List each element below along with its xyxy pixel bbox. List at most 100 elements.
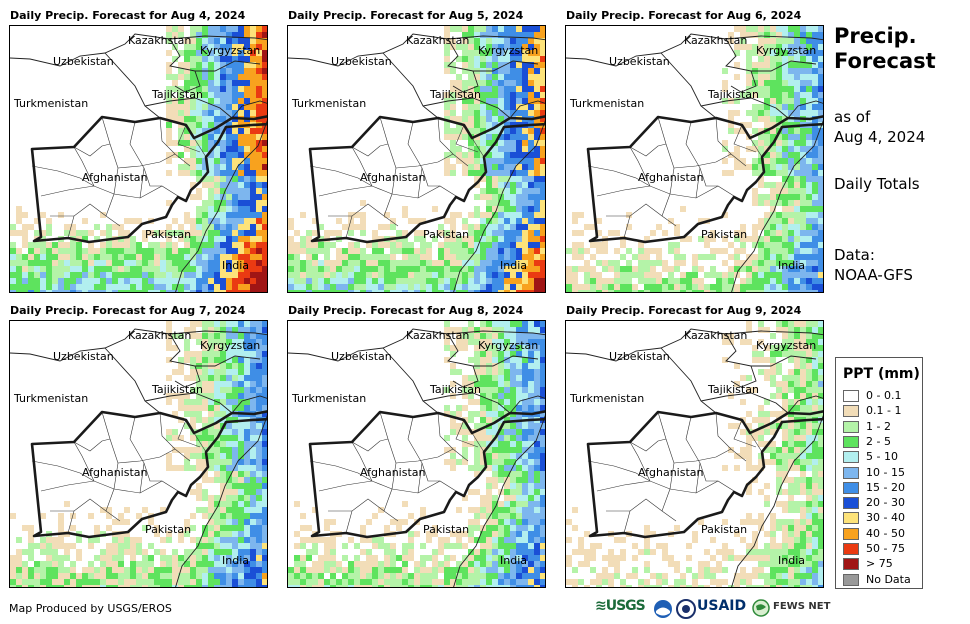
legend-title: PPT (mm) (843, 366, 920, 382)
country-border (422, 97, 511, 119)
legend-label: 1 - 2 (866, 419, 891, 433)
province-boundary (67, 498, 121, 534)
country-label-india: India (500, 554, 527, 567)
afghanistan-border (308, 410, 545, 539)
precip-map-svg (10, 26, 267, 292)
precip-raster (10, 321, 267, 587)
legend-swatch (843, 573, 859, 586)
country-border (566, 328, 823, 362)
country-label-tajikistan: Tajikistan (708, 383, 759, 396)
legend-label: 40 - 50 (866, 526, 905, 540)
precip-map-svg (288, 26, 545, 292)
forecast-map: Uzbekistan Kazakhstan Kyrgyzstan Tajikistan… (565, 25, 824, 293)
country-border (231, 100, 267, 119)
afghanistan-border (30, 115, 267, 244)
legend-label: 5 - 10 (866, 450, 898, 464)
precip-map-svg (566, 26, 823, 292)
country-label-uzbekistan: Uzbekistan (609, 350, 670, 363)
province-boundary (471, 432, 485, 453)
forecast-map: Uzbekistan Kazakhstan Kyrgyzstan Tajikistan… (9, 25, 268, 293)
province-boundary (596, 185, 743, 202)
legend-swatch (843, 435, 859, 448)
country-label-tajikistan: Tajikistan (708, 88, 759, 101)
province-boundary (40, 480, 187, 497)
province-boundary (129, 416, 145, 494)
province-boundary (455, 419, 479, 448)
legend-label: 50 - 75 (866, 542, 905, 555)
country-label-tajikistan: Tajikistan (430, 88, 481, 101)
province-boundary (685, 121, 701, 199)
legend-label: 20 - 30 (866, 496, 905, 510)
country-label-pakistan: Pakistan (423, 523, 470, 536)
country-border (382, 347, 439, 414)
legend-label: 30 - 40 (866, 511, 905, 525)
country-border (382, 52, 439, 119)
province-boundary (193, 137, 207, 158)
province-boundary (629, 441, 651, 482)
country-border (509, 100, 545, 119)
country-label-kazakhstan: Kazakhstan (406, 329, 470, 342)
forecast-map: Uzbekistan Kazakhstan Kyrgyzstan Tajikistan… (9, 320, 268, 588)
province-boundary (715, 117, 747, 167)
province-boundary (407, 121, 423, 199)
province-boundary (101, 116, 119, 217)
province-boundary (395, 153, 454, 169)
country-border (731, 120, 823, 292)
province-boundary (345, 203, 399, 239)
country-border (104, 52, 161, 119)
country-border (730, 365, 757, 388)
province-boundary (345, 498, 399, 534)
country-label-india: India (222, 259, 249, 272)
country-label-kazakhstan: Kazakhstan (406, 34, 470, 47)
afghanistan-border (586, 410, 823, 539)
province-boundary (318, 480, 465, 497)
country-label-kyrgyzstan: Kyrgyzstan (478, 339, 539, 352)
legend-label: 15 - 20 (866, 480, 905, 494)
country-label-kyrgyzstan: Kyrgyzstan (756, 339, 817, 352)
country-label-afghanistan: Afghanistan (638, 171, 704, 184)
country-border (174, 365, 201, 388)
legend-label: > 75 (866, 557, 893, 571)
legend-swatch (843, 497, 859, 510)
province-boundary (101, 411, 119, 512)
country-border (422, 392, 511, 414)
data-source: Data: NOAA-GFS (834, 245, 913, 285)
country-label-uzbekistan: Uzbekistan (53, 350, 114, 363)
country-label-afghanistan: Afghanistan (638, 466, 704, 479)
noaa-logo (654, 600, 672, 618)
country-label-india: India (500, 259, 527, 272)
province-boundary (177, 419, 201, 448)
country-label-india: India (222, 554, 249, 567)
country-border (509, 395, 545, 414)
country-border (787, 395, 823, 414)
province-boundary (685, 416, 701, 494)
legend-swatch (843, 466, 859, 479)
country-label-pakistan: Pakistan (701, 228, 748, 241)
province-boundary (159, 412, 191, 462)
country-label-kyrgyzstan: Kyrgyzstan (200, 339, 261, 352)
province-boundary (629, 143, 667, 157)
country-label-afghanistan: Afghanistan (82, 171, 148, 184)
forecast-map: Uzbekistan Kazakhstan Kyrgyzstan Tajikistan… (287, 320, 546, 588)
afghanistan-border (30, 410, 267, 539)
province-boundary (587, 165, 651, 187)
province-boundary (657, 116, 675, 217)
province-boundary (117, 448, 176, 464)
province-boundary (749, 137, 763, 158)
province-boundary (143, 167, 162, 187)
country-label-uzbekistan: Uzbekistan (331, 55, 392, 68)
province-boundary (733, 124, 757, 153)
country-label-turkmenistan: Turkmenistan (14, 392, 89, 405)
legend-swatch (843, 420, 859, 433)
province-boundary (421, 167, 440, 187)
legend-label: 10 - 15 (866, 465, 905, 479)
province-boundary (379, 411, 397, 512)
usaid-logo: USAID (697, 598, 747, 614)
country-label-afghanistan: Afghanistan (360, 171, 426, 184)
country-label-pakistan: Pakistan (423, 228, 470, 241)
province-boundary (73, 441, 95, 482)
province-boundary (351, 438, 389, 452)
country-border (174, 70, 201, 93)
precip-raster (288, 321, 545, 587)
